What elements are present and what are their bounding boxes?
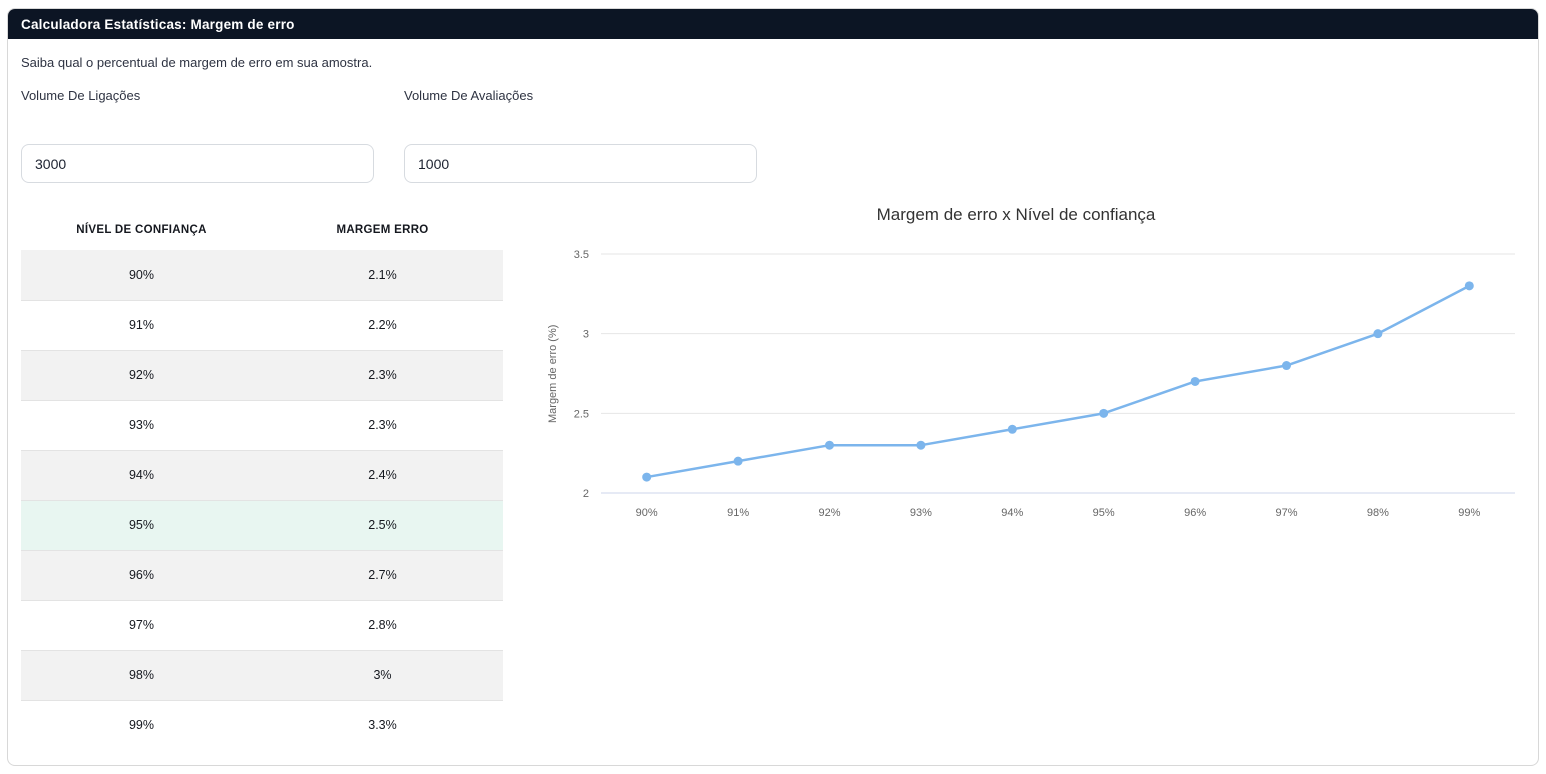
- table-row[interactable]: 93%2.3%: [21, 400, 503, 450]
- chart-point[interactable]: [734, 457, 743, 466]
- table-row[interactable]: 94%2.4%: [21, 450, 503, 500]
- page-title: Calculadora Estatísticas: Margem de erro: [21, 17, 295, 32]
- confidence-cell: 90%: [21, 250, 262, 300]
- x-tick-label: 95%: [1093, 507, 1115, 519]
- calls-volume-label: Volume De Ligações: [21, 88, 140, 103]
- x-tick-label: 98%: [1367, 507, 1389, 519]
- confidence-cell: 92%: [21, 350, 262, 400]
- x-tick-label: 93%: [910, 507, 932, 519]
- table-row[interactable]: 97%2.8%: [21, 600, 503, 650]
- chart-line: [647, 286, 1470, 477]
- confidence-cell: 93%: [21, 400, 262, 450]
- confidence-cell: 95%: [21, 500, 262, 550]
- evaluations-volume-label: Volume De Avaliações: [404, 88, 533, 103]
- x-tick-label: 90%: [636, 507, 658, 519]
- y-tick-label: 2.5: [574, 408, 589, 420]
- table-row[interactable]: 98%3%: [21, 650, 503, 700]
- chart-point[interactable]: [1191, 377, 1200, 386]
- y-tick-label: 2: [583, 488, 589, 500]
- margin-cell: 2.3%: [262, 350, 503, 400]
- margin-cell: 2.5%: [262, 500, 503, 550]
- y-tick-label: 3: [583, 329, 589, 341]
- margin-cell: 2.4%: [262, 450, 503, 500]
- chart-point[interactable]: [1282, 361, 1291, 370]
- chart-point[interactable]: [1008, 425, 1017, 434]
- margin-cell: 2.1%: [262, 250, 503, 300]
- margin-cell: 2.3%: [262, 400, 503, 450]
- chart-canvas: 2 2.5 3 3.5 90% 91% 92% 93% 94% 95% 96% 97% 98% 99%: [541, 209, 1531, 529]
- x-tick-label: 97%: [1275, 507, 1297, 519]
- table-row[interactable]: 92%2.3%: [21, 350, 503, 400]
- margin-cell: 2.7%: [262, 550, 503, 600]
- x-tick-label: 91%: [727, 507, 749, 519]
- margin-cell: 2.8%: [262, 600, 503, 650]
- x-tick-label: 99%: [1458, 507, 1480, 519]
- chart-point[interactable]: [825, 441, 834, 450]
- x-tick-label: 92%: [818, 507, 840, 519]
- card-header: Calculadora Estatísticas: Margem de erro: [8, 9, 1538, 39]
- chart-point[interactable]: [1373, 329, 1382, 338]
- confidence-cell: 97%: [21, 600, 262, 650]
- chart-point[interactable]: [642, 473, 651, 482]
- confidence-cell: 96%: [21, 550, 262, 600]
- margin-cell: 3.3%: [262, 700, 503, 750]
- y-tick-label: 3.5: [574, 249, 589, 261]
- table-row[interactable]: 91%2.2%: [21, 300, 503, 350]
- x-tick-label: 96%: [1184, 507, 1206, 519]
- intro-text: Saiba qual o percentual de margem de err…: [21, 55, 372, 70]
- margin-cell: 2.2%: [262, 300, 503, 350]
- table-row[interactable]: 90%2.1%: [21, 250, 503, 300]
- col-header-margin: MARGEM ERRO: [262, 209, 503, 250]
- confidence-cell: 94%: [21, 450, 262, 500]
- col-header-confidence: NÍVEL DE CONFIANÇA: [21, 209, 262, 250]
- table-row[interactable]: 96%2.7%: [21, 550, 503, 600]
- calculator-card: Calculadora Estatísticas: Margem de erro…: [7, 8, 1539, 766]
- confidence-cell: 99%: [21, 700, 262, 750]
- table-row[interactable]: 99%3.3%: [21, 700, 503, 750]
- evaluations-volume-input[interactable]: [404, 144, 757, 183]
- chart-point[interactable]: [1465, 281, 1474, 290]
- confidence-cell: 91%: [21, 300, 262, 350]
- table-body: 90%2.1%91%2.2%92%2.3%93%2.3%94%2.4%95%2.…: [21, 250, 503, 750]
- x-tick-label: 94%: [1001, 507, 1023, 519]
- margin-cell: 3%: [262, 650, 503, 700]
- confidence-cell: 98%: [21, 650, 262, 700]
- chart-point[interactable]: [916, 441, 925, 450]
- confidence-table: NÍVEL DE CONFIANÇA MARGEM ERRO 90%2.1%91…: [21, 209, 503, 750]
- chart-point[interactable]: [1099, 409, 1108, 418]
- calls-volume-input[interactable]: [21, 144, 374, 183]
- table-row[interactable]: 95%2.5%: [21, 500, 503, 550]
- table-header-row: NÍVEL DE CONFIANÇA MARGEM ERRO: [21, 209, 503, 250]
